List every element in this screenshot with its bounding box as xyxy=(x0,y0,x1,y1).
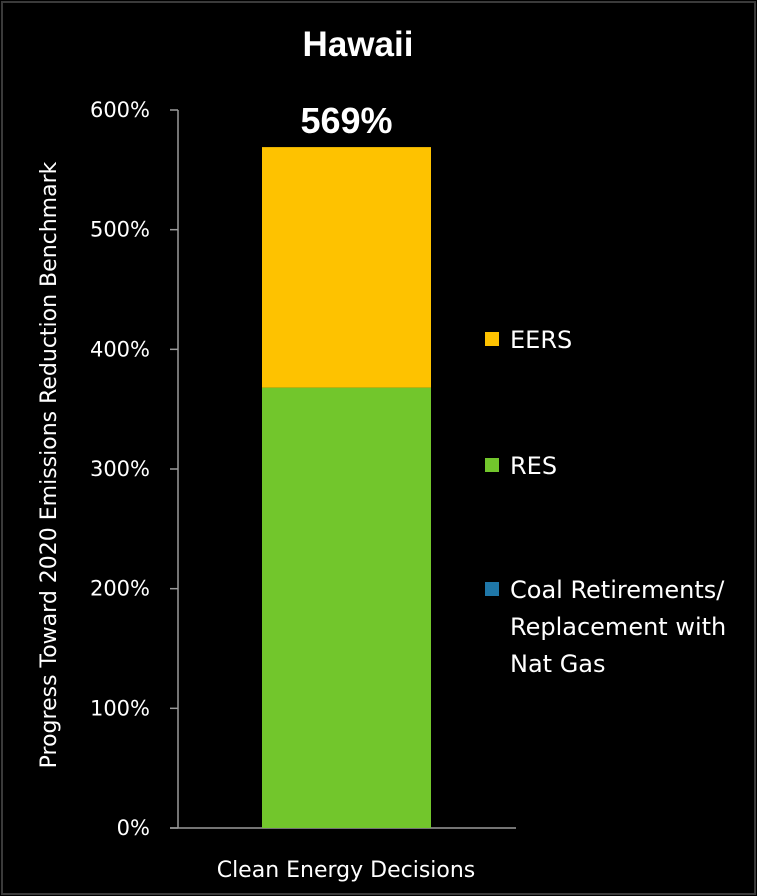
legend-label: Nat Gas xyxy=(510,650,606,678)
legend-label: Coal Retirements/ xyxy=(510,576,725,604)
y-axis: 0% 100% 200% 300% 400% 500% 600% xyxy=(90,98,178,840)
bar-stack xyxy=(262,147,431,828)
y-tick-label: 300% xyxy=(90,457,150,481)
y-tick-label: 0% xyxy=(117,816,150,840)
y-tick-label: 200% xyxy=(90,577,150,601)
legend-label: Replacement with xyxy=(510,613,726,641)
x-category-label: Clean Energy Decisions xyxy=(217,858,476,883)
legend: EERS RES Coal Retirements/Replacement with… xyxy=(485,326,726,678)
bar-segment-res xyxy=(262,387,431,828)
y-tick-label: 600% xyxy=(90,98,150,122)
y-axis-title: Progress Toward 2020 Emissions Reduction… xyxy=(37,161,62,768)
y-tick-label: 500% xyxy=(90,218,150,242)
legend-swatch xyxy=(485,332,499,346)
y-tick-label: 400% xyxy=(90,337,150,361)
total-value-label: 569% xyxy=(300,100,392,141)
legend-swatch xyxy=(485,458,499,472)
chart-title: Hawaii xyxy=(303,25,414,64)
legend-label: RES xyxy=(510,452,557,480)
y-tick-label: 100% xyxy=(90,696,150,720)
bar-segment-eers xyxy=(262,147,431,388)
legend-swatch xyxy=(485,582,499,596)
legend-label: EERS xyxy=(510,326,572,354)
